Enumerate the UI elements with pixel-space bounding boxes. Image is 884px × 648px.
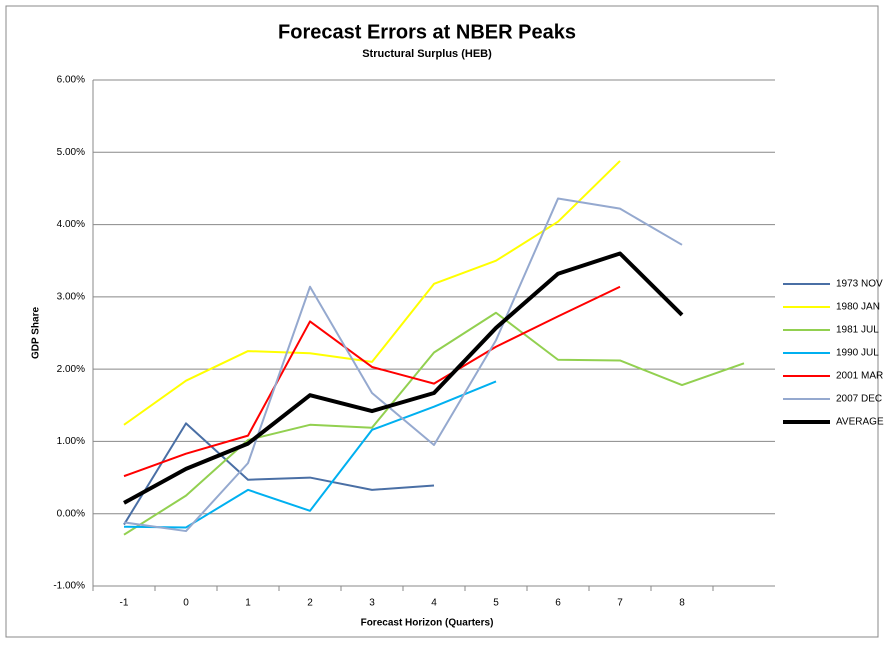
legend-label: 1980 JAN bbox=[836, 302, 880, 313]
y-tick-label: 3.00% bbox=[57, 291, 85, 302]
chart-title: Forecast Errors at NBER Peaks bbox=[278, 21, 576, 43]
y-axis-label: GDP Share bbox=[31, 307, 42, 359]
chart-subtitle: Structural Surplus (HEB) bbox=[362, 48, 492, 60]
series-line bbox=[123, 285, 621, 478]
chart-border bbox=[5, 5, 879, 638]
y-tick-label: 6.00% bbox=[57, 75, 85, 86]
series-line bbox=[123, 251, 684, 505]
y-tick-label: 5.00% bbox=[57, 147, 85, 158]
x-tick-label: 3 bbox=[369, 598, 375, 609]
legend-label: 2007 DEC bbox=[836, 394, 882, 405]
x-tick-label: 1 bbox=[245, 598, 251, 609]
series-line bbox=[123, 160, 621, 426]
y-tick-label: 2.00% bbox=[57, 364, 85, 375]
x-tick-label: 7 bbox=[617, 598, 623, 609]
y-tick-label: 1.00% bbox=[57, 436, 85, 447]
legend-label: 2001 MAR bbox=[836, 371, 883, 382]
y-tick-label: 0.00% bbox=[57, 508, 85, 519]
x-tick-label: 8 bbox=[679, 598, 685, 609]
series-line bbox=[123, 311, 745, 536]
x-tick-label: -1 bbox=[120, 598, 129, 609]
y-tick-label: -1.00% bbox=[53, 581, 85, 592]
series-line bbox=[123, 422, 435, 526]
y-tick-label: 4.00% bbox=[57, 219, 85, 230]
x-tick-label: 5 bbox=[493, 598, 499, 609]
x-tick-label: 4 bbox=[431, 598, 437, 609]
legend-label: 1981 JUL bbox=[836, 325, 879, 336]
series-line bbox=[123, 197, 683, 533]
legend-label: 1973 NOV bbox=[836, 279, 883, 290]
legend-label: AVERAGE bbox=[836, 417, 884, 428]
x-tick-label: 0 bbox=[183, 598, 189, 609]
x-tick-label: 6 bbox=[555, 598, 561, 609]
x-tick-label: 2 bbox=[307, 598, 313, 609]
series-line bbox=[123, 380, 497, 529]
legend-label: 1990 JUL bbox=[836, 348, 879, 359]
x-axis-label: Forecast Horizon (Quarters) bbox=[361, 618, 494, 629]
